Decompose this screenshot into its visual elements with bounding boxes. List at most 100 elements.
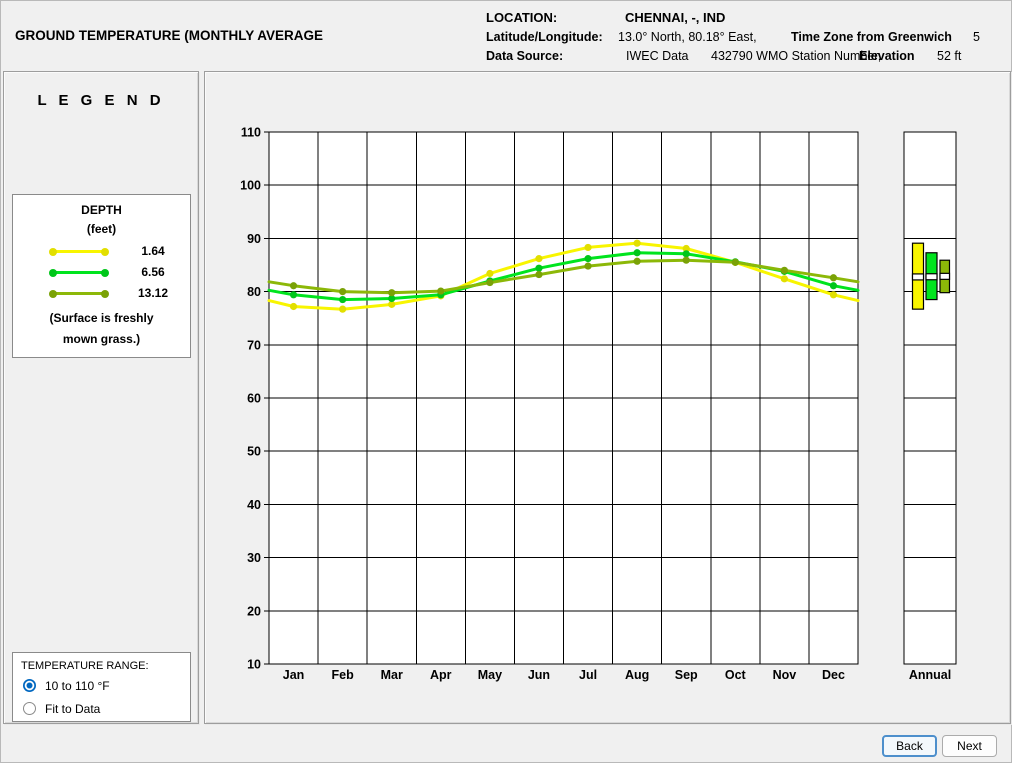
y-tick-label: 70 [247, 338, 261, 352]
annual-mean-band [925, 273, 938, 281]
surface-note-line2: mown grass.) [62, 332, 141, 346]
series-marker [535, 264, 543, 272]
datasource-value: IWEC Data [626, 49, 689, 63]
series-marker [780, 266, 788, 274]
legend-entry-depth-1: 1.64 [13, 244, 190, 258]
depth-box-title: DEPTH [81, 203, 122, 217]
legend-entry-depth-3: 13.12 [13, 286, 190, 300]
series-marker [584, 255, 592, 263]
series-marker [289, 291, 298, 299]
y-tick-label: 100 [240, 179, 261, 193]
station-value: 432790 WMO Station Number, [711, 49, 882, 63]
series-marker [633, 249, 641, 257]
series-marker [339, 305, 347, 313]
temperature-range-label: TEMPERATURE RANGE: [21, 660, 149, 672]
datasource-label: Data Source: [486, 49, 564, 63]
radio-label: Fit to Data [45, 702, 101, 716]
y-tick-label: 50 [247, 445, 261, 459]
series-marker [829, 274, 838, 282]
series-marker [339, 295, 347, 304]
series-marker [535, 255, 543, 263]
month-label: Jan [283, 668, 305, 682]
depth-box-subtitle: (feet) [86, 222, 117, 236]
legend-dot-icon [49, 247, 57, 256]
series-marker [682, 256, 690, 264]
legend-line-yellow [53, 250, 105, 253]
series-marker [682, 250, 690, 258]
series-marker [388, 300, 396, 308]
month-label: Oct [725, 668, 747, 682]
series-marker [731, 258, 739, 266]
legend-line-olive [53, 292, 105, 295]
legend-dot-icon [49, 268, 57, 277]
surface-note-line1: (Surface is freshly [49, 311, 154, 325]
series-marker [584, 243, 592, 252]
latlong-label: Latitude/Longitude: [486, 30, 603, 44]
legend-entry-label: 13.12 [137, 286, 169, 300]
series-marker [388, 294, 396, 303]
series-marker [289, 282, 298, 290]
series-marker [633, 257, 641, 265]
series-marker [289, 302, 298, 311]
series-marker [437, 287, 445, 295]
month-label: Dec [822, 668, 845, 682]
ground-temperature-chart: 110 100 90 80 70 60 50 40 30 20 10 Jan Feb Mar Apr May J… [240, 126, 957, 682]
elevation-label: Elevation [859, 49, 915, 63]
legend-dot-icon [101, 268, 109, 277]
month-label: Aug [625, 668, 649, 682]
month-label: Mar [381, 668, 403, 682]
series-line-depth-1.64 [267, 241, 860, 311]
legend-entry-depth-2: 6.56 [13, 265, 190, 279]
month-label: Sep [675, 668, 698, 682]
radio-selected-icon[interactable] [23, 679, 36, 692]
y-tick-label: 80 [247, 285, 261, 299]
series-marker [780, 275, 788, 283]
series-marker [682, 244, 690, 253]
y-tick-label: 90 [247, 232, 261, 246]
series-marker [486, 278, 494, 287]
radio-label: 10 to 110 °F [45, 679, 110, 693]
location-value: CHENNAI, -, IND [625, 10, 726, 25]
y-tick-label: 10 [247, 658, 261, 672]
back-button[interactable]: Back [882, 735, 937, 757]
y-tick-label: 20 [247, 604, 261, 618]
legend-dot-icon [49, 289, 57, 298]
elevation-value: 52 ft [937, 49, 962, 63]
legend-dot-icon [101, 289, 109, 298]
month-label: Jul [579, 668, 597, 682]
depth-legend-box: DEPTH (feet) 1.64 6.56 13.12 (Surface i [12, 194, 191, 358]
legend-panel: L E G E N D DEPTH (feet) 1.64 6.56 13.12 [3, 71, 199, 724]
series-marker [829, 282, 838, 290]
timezone-label: Time Zone from Greenwich [791, 30, 952, 44]
page-title: GROUND TEMPERATURE (MONTHLY AVERAGE [15, 28, 324, 43]
location-label: LOCATION: [486, 10, 558, 25]
series-marker [339, 288, 347, 296]
series-line-depth-13.12 [267, 258, 860, 295]
annual-mean-band [939, 272, 951, 280]
y-tick-label: 60 [247, 392, 261, 406]
series-marker [535, 270, 543, 279]
y-tick-label: 30 [247, 551, 261, 565]
annual-label: Annual [909, 668, 951, 682]
month-label: Apr [430, 668, 452, 682]
series-marker [388, 289, 396, 297]
month-label: Jun [528, 668, 550, 682]
timezone-value: 5 [973, 30, 980, 44]
y-tick-label: 110 [241, 126, 261, 140]
month-label: Nov [773, 668, 797, 682]
legend-dot-icon [101, 247, 109, 256]
legend-entry-label: 6.56 [141, 265, 165, 279]
series-marker [486, 269, 494, 278]
y-tick-label: 40 [247, 498, 261, 512]
chart-panel: 110 100 90 80 70 60 50 40 30 20 10 Jan Feb Mar Apr May J… [204, 71, 1011, 724]
month-label: Feb [332, 668, 355, 682]
series-marker [584, 262, 592, 270]
radio-unselected-icon[interactable] [23, 702, 36, 715]
legend-line-green [53, 271, 105, 274]
next-button[interactable]: Next [942, 735, 997, 757]
latlong-value: 13.0° North, 80.18° East, [618, 30, 757, 44]
legend-entry-label: 1.64 [141, 244, 165, 258]
annual-mean-band [911, 273, 925, 281]
series-marker [829, 291, 838, 299]
